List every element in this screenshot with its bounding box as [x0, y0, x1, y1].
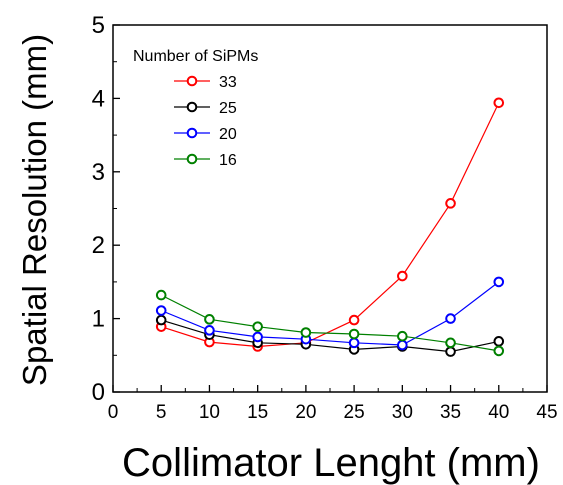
- x-tick-label: 25: [344, 402, 365, 423]
- x-axis-label: Collimator Lenght (mm): [122, 441, 540, 485]
- data-point: [445, 198, 456, 209]
- data-point: [493, 336, 505, 347]
- data-point: [445, 337, 456, 349]
- data-point: [300, 327, 312, 338]
- series-line-25: [161, 319, 499, 353]
- y-axis-label: Spatial Resolution (mm): [16, 34, 53, 386]
- legend: Number of SiPMs 33 25 20 16: [133, 48, 258, 169]
- data-point: [348, 337, 360, 349]
- legend-title: Number of SiPMs: [133, 48, 258, 65]
- data-point: [348, 314, 360, 326]
- series-33: [155, 97, 505, 352]
- data-point: [397, 339, 408, 351]
- data-point: [397, 270, 408, 282]
- data-point: [204, 325, 215, 336]
- data-point: [204, 314, 215, 325]
- data-point: [493, 97, 505, 109]
- x-tick-label: 35: [440, 402, 461, 423]
- series-line-20: [160, 281, 500, 346]
- data-point: [493, 276, 505, 288]
- x-tick-label: 10: [199, 402, 220, 423]
- series-16: [155, 289, 505, 357]
- x-tick-label: 5: [156, 402, 167, 423]
- data-point: [493, 345, 505, 357]
- legend-label: 16: [219, 152, 237, 169]
- x-tick-label: 20: [295, 402, 316, 423]
- legend-label: 25: [219, 100, 237, 117]
- x-tick-label: 15: [247, 402, 268, 423]
- legend-marker: [186, 75, 198, 87]
- data-point: [252, 321, 263, 332]
- y-tick-label: 4: [92, 85, 105, 112]
- legend-label: 33: [219, 74, 237, 91]
- legend-label: 20: [219, 126, 237, 143]
- series-20: [155, 276, 505, 351]
- data-point: [155, 305, 167, 316]
- data-point: [348, 328, 360, 340]
- series-line-16: [160, 294, 499, 352]
- y-tick-label: 3: [92, 159, 105, 186]
- plot-frame: [112, 24, 548, 393]
- data-point: [445, 346, 456, 357]
- legend-marker: [186, 101, 198, 113]
- data-point: [155, 314, 167, 326]
- data-point: [445, 313, 456, 324]
- legend-marker: [186, 153, 198, 165]
- data-point: [155, 289, 167, 301]
- data-point: [397, 330, 408, 342]
- series-layer: [155, 97, 505, 357]
- data-point: [252, 331, 263, 343]
- y-tick-label: 0: [92, 379, 105, 406]
- x-tick-label: 0: [108, 402, 119, 423]
- x-tick-label: 40: [488, 402, 509, 423]
- y-tick-label: 1: [92, 306, 105, 333]
- x-tick-label: 30: [392, 402, 413, 423]
- y-tick-label: 2: [92, 232, 105, 259]
- y-tick-label: 5: [92, 12, 105, 39]
- x-tick-label: 45: [536, 402, 557, 423]
- series-line-33: [161, 102, 500, 348]
- legend-marker: [186, 127, 198, 139]
